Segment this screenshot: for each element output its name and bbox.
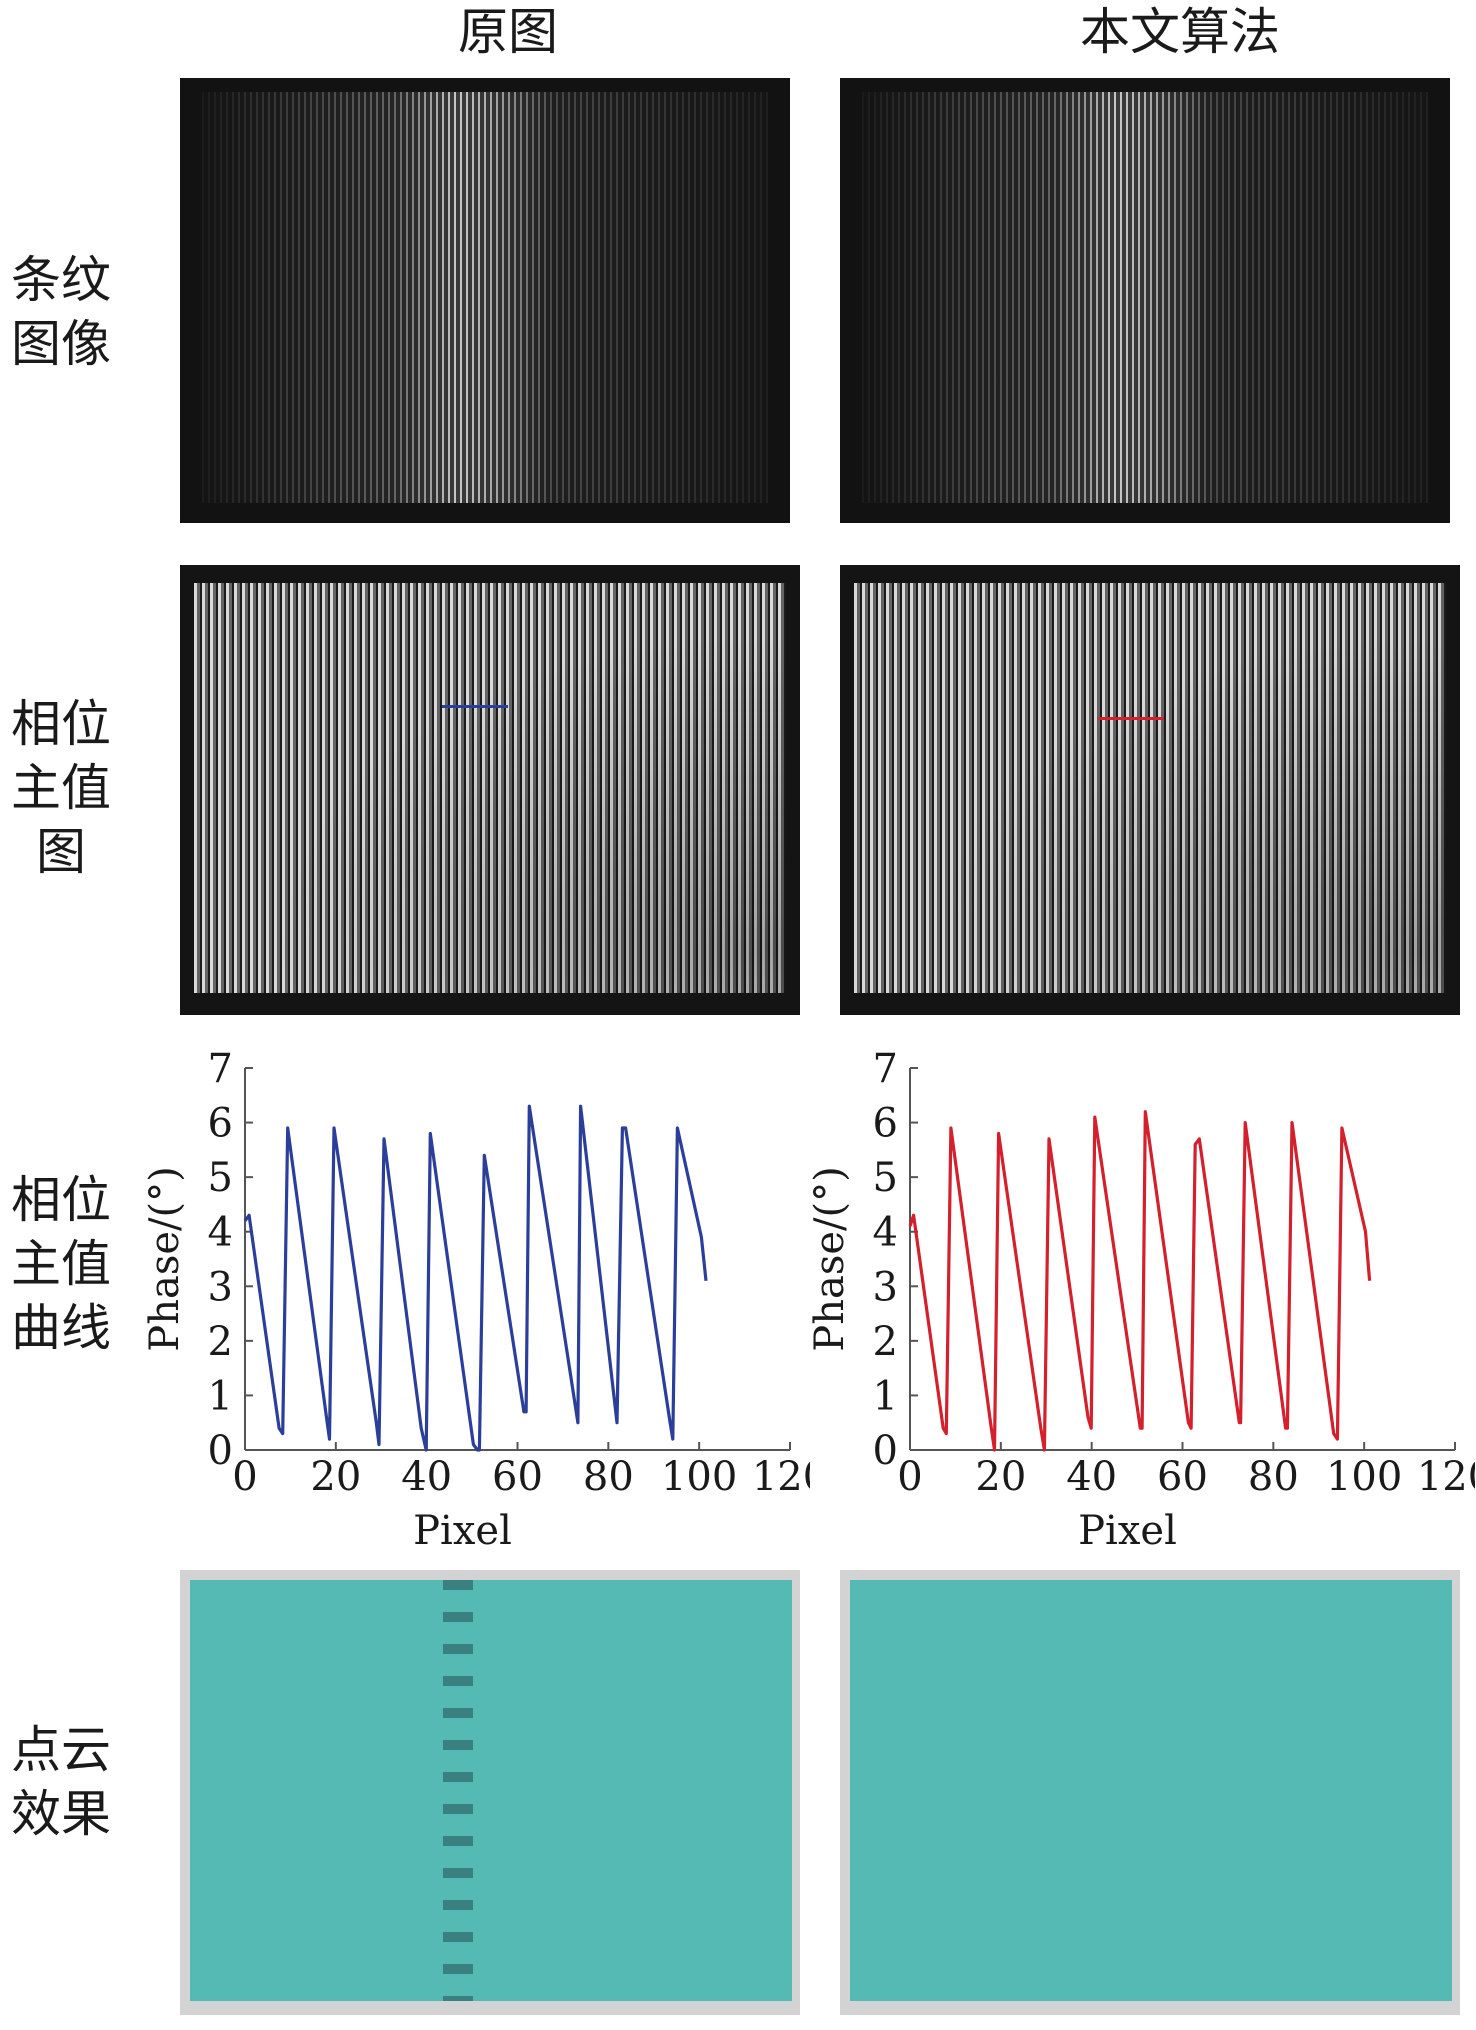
y-tick-label: 3	[208, 1264, 233, 1310]
series-line	[908, 1110, 1372, 1452]
phase-map-pattern	[854, 583, 1446, 993]
y-axis-label: Phase/(°)	[807, 1166, 853, 1351]
point-cloud-artifact-band	[443, 1580, 473, 2001]
stripe-pattern	[862, 92, 1428, 503]
row-label-line: 点云	[11, 1721, 111, 1779]
row-label-phase-curve: 相位 主值 曲线	[2, 1168, 120, 1360]
y-axis-label: Phase/(°)	[142, 1166, 188, 1351]
x-tick-label: 120	[1417, 1454, 1475, 1500]
phase-map-pattern	[194, 583, 786, 993]
row-label-point-cloud: 点云 效果	[2, 1718, 120, 1846]
phase-map-shading	[854, 583, 1446, 993]
row-label-line: 图像	[11, 315, 111, 373]
row-label-line: 曲线	[11, 1299, 111, 1357]
x-tick-label: 120	[752, 1454, 810, 1500]
row-label-stripe-image: 条纹 图像	[2, 248, 120, 376]
row-label-line: 效果	[11, 1785, 111, 1843]
y-tick-label: 0	[208, 1428, 233, 1474]
phase-map-shading	[194, 583, 786, 993]
phase-curve-chart-original: 0 20 40 60 80 100 120 0 1 2 3 4 5 6 7 Pixel Phase/(°)	[142, 1046, 810, 1554]
x-axis-label: Pixel	[413, 1508, 512, 1554]
row-label-line: 条纹	[11, 251, 111, 309]
y-tick-label: 0	[873, 1428, 898, 1474]
y-tick-label: 5	[208, 1155, 233, 1201]
y-tick-label: 7	[873, 1046, 898, 1092]
point-cloud-proposed	[840, 1570, 1460, 2015]
row-label-line: 主值	[11, 1235, 111, 1293]
y-tick-label: 1	[873, 1373, 898, 1419]
phase-map-proposed	[840, 565, 1460, 1015]
x-tick-label: 40	[1066, 1454, 1117, 1500]
x-tick-label: 80	[583, 1454, 634, 1500]
y-tick-label: 2	[208, 1319, 233, 1365]
y-tick-label: 4	[873, 1210, 898, 1256]
phase-map-original	[180, 565, 800, 1015]
x-tick-label: 0	[897, 1454, 922, 1500]
y-tick-label: 4	[208, 1210, 233, 1256]
y-tick-label: 6	[873, 1101, 898, 1147]
x-tick-label: 100	[661, 1454, 737, 1500]
stripe-image-original	[180, 78, 790, 523]
x-tick-label: 80	[1248, 1454, 1299, 1500]
x-tick-label: 20	[975, 1454, 1026, 1500]
point-cloud-surface	[190, 1580, 792, 2001]
x-tick-label: 60	[1157, 1454, 1208, 1500]
point-cloud-original	[180, 1570, 800, 2015]
y-tick-label: 1	[208, 1373, 233, 1419]
point-cloud-surface	[850, 1580, 1452, 2001]
stripe-pattern	[202, 92, 768, 503]
x-tick-label: 40	[401, 1454, 452, 1500]
phase-curve-chart-proposed: 0 20 40 60 80 100 120 0 1 2 3 4 5 6 7 Pixel Phase/(°)	[807, 1046, 1475, 1554]
x-tick-label: 0	[232, 1454, 257, 1500]
y-tick-label: 6	[208, 1101, 233, 1147]
row-label-line: 相位	[11, 1171, 111, 1229]
row-label-phase-map: 相位 主值 图	[2, 692, 120, 884]
y-tick-label: 7	[208, 1046, 233, 1092]
column-title-proposed: 本文算法	[1080, 3, 1280, 61]
row-label-line: 相位	[11, 695, 111, 753]
column-title-original: 原图	[458, 3, 558, 61]
row-label-line: 图	[36, 823, 86, 881]
section-line-marker-proposed	[1098, 717, 1164, 720]
row-label-line: 主值	[11, 759, 111, 817]
y-tick-label: 2	[873, 1319, 898, 1365]
x-axis-label: Pixel	[1078, 1508, 1177, 1554]
x-tick-label: 20	[310, 1454, 361, 1500]
x-tick-label: 60	[492, 1454, 543, 1500]
x-tick-label: 100	[1326, 1454, 1402, 1500]
section-line-marker-original	[442, 705, 508, 708]
y-tick-label: 5	[873, 1155, 898, 1201]
stripe-image-proposed	[840, 78, 1450, 523]
y-tick-label: 3	[873, 1264, 898, 1310]
series-line	[243, 1104, 708, 1452]
